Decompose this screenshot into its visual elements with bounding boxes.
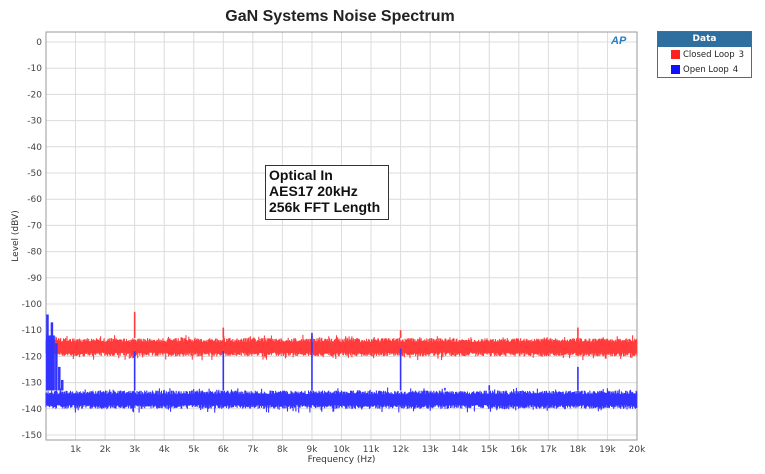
svg-text:-30: -30 xyxy=(27,117,42,127)
svg-text:12k: 12k xyxy=(392,445,409,455)
svg-text:16k: 16k xyxy=(510,445,527,455)
svg-text:3k: 3k xyxy=(129,445,141,455)
svg-text:-80: -80 xyxy=(27,248,42,258)
svg-text:-70: -70 xyxy=(27,221,42,231)
legend-item-closed-loop[interactable]: Closed Loop 3 xyxy=(658,47,751,62)
svg-text:20k: 20k xyxy=(629,445,646,455)
svg-text:13k: 13k xyxy=(422,445,439,455)
annotation-line: AES17 20kHz xyxy=(269,183,358,199)
svg-text:-50: -50 xyxy=(27,169,42,179)
legend-label: Closed Loop xyxy=(683,49,735,60)
svg-text:1k: 1k xyxy=(70,445,82,455)
annotation-line: 256k FFT Length xyxy=(269,199,381,215)
svg-text:14k: 14k xyxy=(451,445,468,455)
svg-text:Level (dBV): Level (dBV) xyxy=(11,210,21,261)
svg-text:Frequency (Hz): Frequency (Hz) xyxy=(308,455,376,465)
svg-text:-150: -150 xyxy=(22,431,43,441)
blue-swatch-icon xyxy=(671,65,680,74)
svg-text:11k: 11k xyxy=(363,445,380,455)
annotation-line: Optical In xyxy=(269,167,333,183)
svg-text:19k: 19k xyxy=(599,445,616,455)
legend-num: 3 xyxy=(738,49,745,60)
svg-text:2k: 2k xyxy=(100,445,112,455)
svg-text:-60: -60 xyxy=(27,195,42,205)
annotation-box: Optical In AES17 20kHz 256k FFT Length xyxy=(265,165,389,220)
svg-text:-100: -100 xyxy=(22,300,43,310)
legend-item-open-loop[interactable]: Open Loop 4 xyxy=(658,62,751,77)
series-open-loop xyxy=(45,314,638,413)
legend-header: Data xyxy=(658,32,751,47)
svg-text:17k: 17k xyxy=(540,445,557,455)
legend-label: Open Loop xyxy=(683,64,729,75)
svg-text:15k: 15k xyxy=(481,445,498,455)
svg-text:6k: 6k xyxy=(218,445,230,455)
svg-text:10k: 10k xyxy=(333,445,350,455)
svg-text:8k: 8k xyxy=(277,445,289,455)
svg-text:-40: -40 xyxy=(27,143,42,153)
svg-text:-90: -90 xyxy=(27,274,42,284)
svg-text:0: 0 xyxy=(36,38,42,48)
legend-num: 4 xyxy=(732,64,739,75)
ap-logo-icon: AP xyxy=(611,35,627,47)
svg-text:7k: 7k xyxy=(247,445,259,455)
svg-text:18k: 18k xyxy=(570,445,587,455)
svg-text:4k: 4k xyxy=(159,445,171,455)
chart-title: GaN Systems Noise Spectrum xyxy=(225,8,455,25)
svg-text:5k: 5k xyxy=(188,445,200,455)
red-swatch-icon xyxy=(671,50,680,59)
svg-text:-20: -20 xyxy=(27,90,42,100)
svg-text:-140: -140 xyxy=(22,405,43,415)
svg-text:-120: -120 xyxy=(22,352,43,362)
svg-text:-130: -130 xyxy=(22,379,43,389)
legend[interactable]: Data Closed Loop 3 Open Loop 4 xyxy=(657,31,752,78)
svg-text:9k: 9k xyxy=(306,445,318,455)
svg-text:-110: -110 xyxy=(22,326,43,336)
svg-text:-10: -10 xyxy=(27,64,42,74)
